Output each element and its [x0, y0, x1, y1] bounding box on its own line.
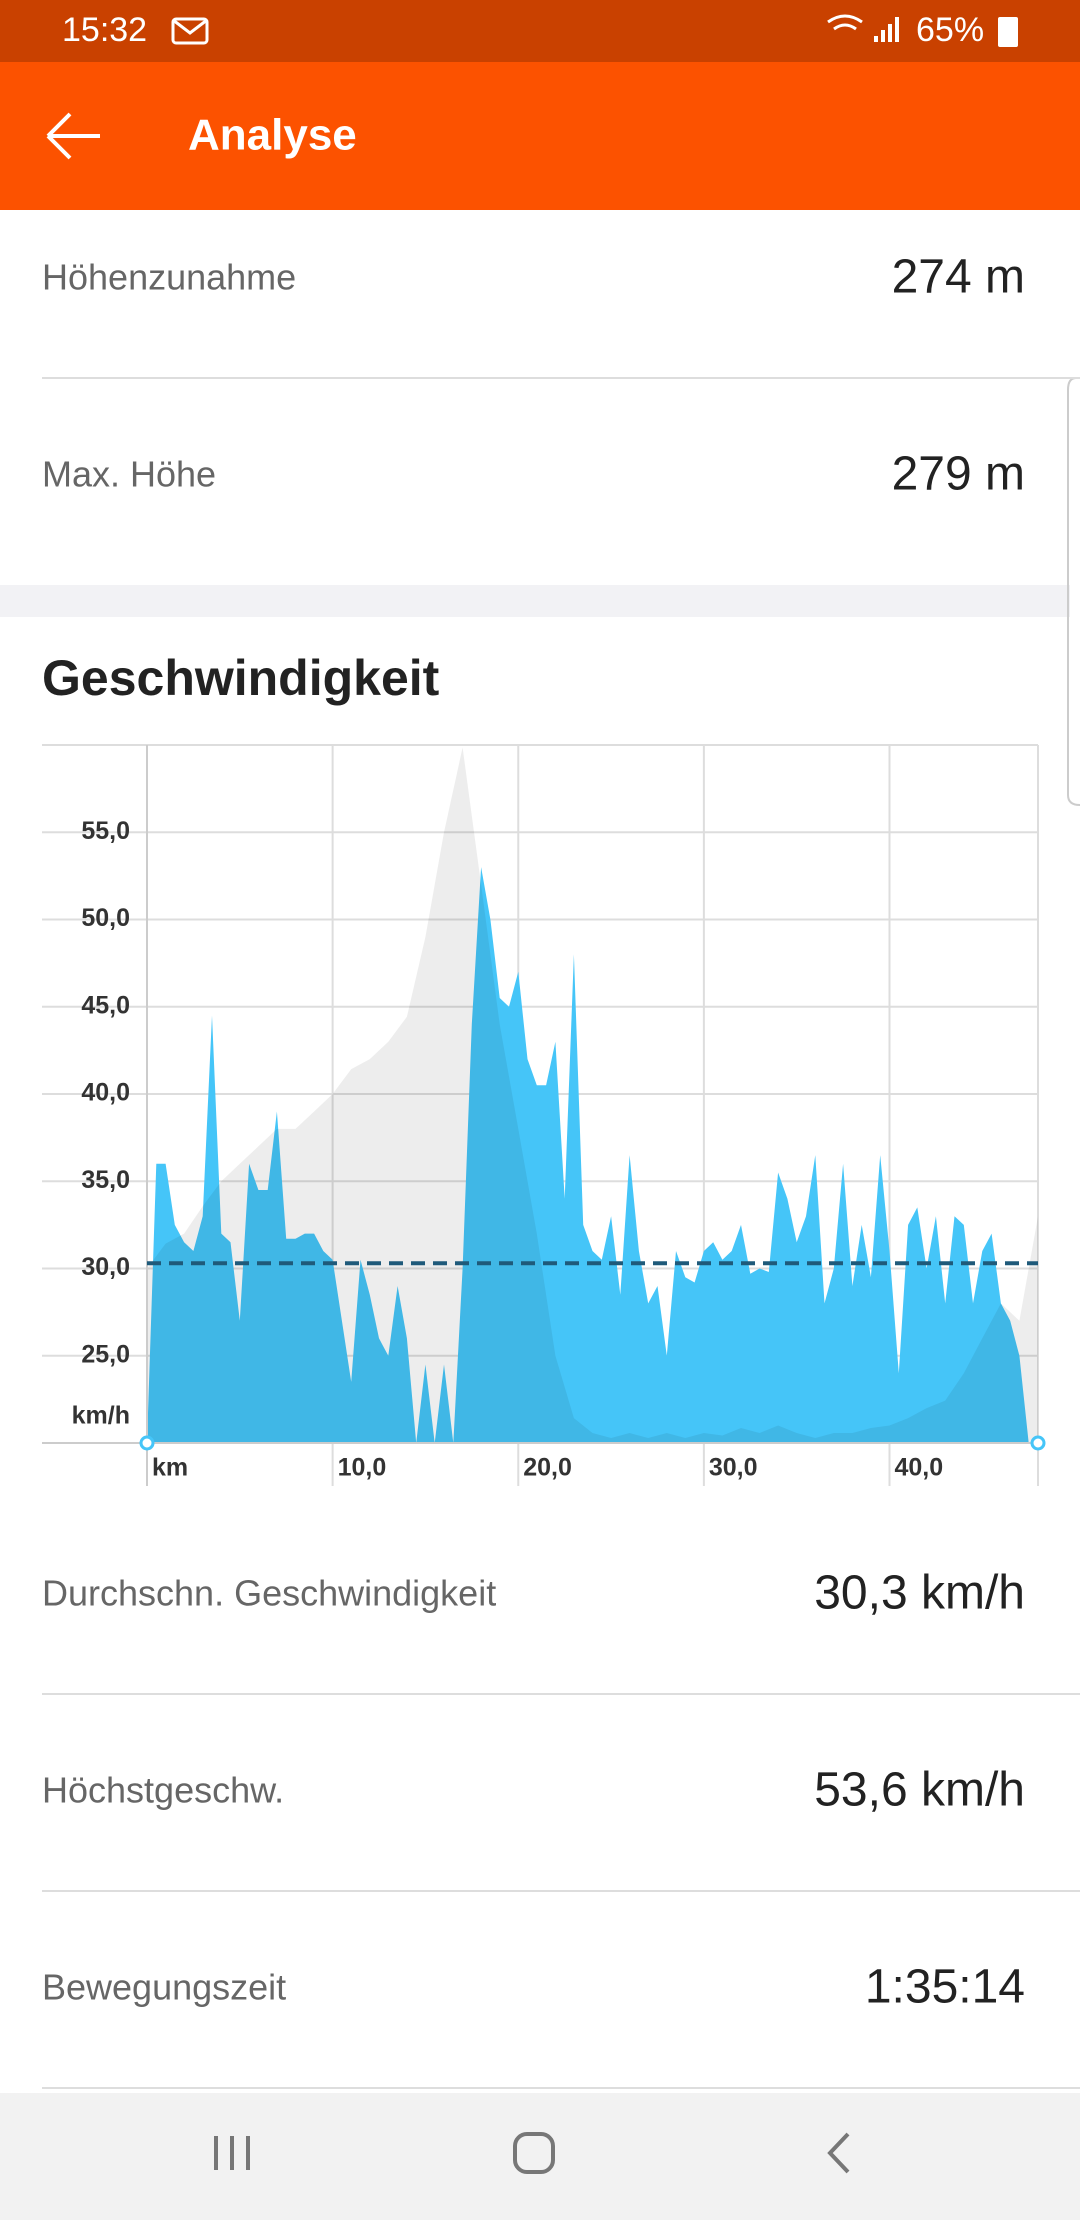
- back-button[interactable]: [46, 112, 100, 160]
- app-bar: [0, 62, 1080, 210]
- nav-back[interactable]: [827, 2132, 850, 2174]
- stat-value: 30,3 km/h: [814, 1567, 1025, 1620]
- nav-bar: [0, 2093, 1080, 2220]
- mail-icon-flap: [172, 18, 208, 35]
- y-tick-label: 30,0: [81, 1253, 130, 1281]
- y-tick-label: 50,0: [81, 904, 130, 932]
- y-tick-label: 55,0: [81, 817, 130, 845]
- x-tick-label: 30,0: [709, 1454, 758, 1482]
- battery-icon: [998, 17, 1018, 47]
- stat-value: 274 m: [892, 251, 1025, 304]
- range-handle: [139, 1435, 155, 1451]
- y-tick-label: 45,0: [81, 991, 130, 1019]
- status-time: 15:32: [62, 11, 147, 49]
- stat-label: Höchstgeschw.: [42, 1770, 284, 1811]
- nav-recents[interactable]: [214, 2136, 250, 2170]
- chart-title: Geschwindigkeit: [42, 650, 440, 706]
- signal-icon: [874, 17, 899, 42]
- battery-percent: 65%: [916, 11, 984, 49]
- y-axis-unit: km/h: [72, 1402, 130, 1430]
- status-bar: [0, 0, 1080, 62]
- stat-value: 279 m: [892, 448, 1025, 501]
- stat-label: Max. Höhe: [42, 454, 216, 495]
- x-axis-unit: km: [152, 1454, 188, 1482]
- stat-label: Durchschn. Geschwindigkeit: [42, 1573, 496, 1614]
- y-tick-label: 40,0: [81, 1079, 130, 1107]
- app-bar-title: Analyse: [188, 111, 357, 160]
- x-tick-label: 10,0: [338, 1454, 387, 1482]
- stat-label: Bewegungszeit: [42, 1967, 286, 2008]
- y-tick-label: 25,0: [81, 1340, 130, 1368]
- stat-label: Höhenzunahme: [42, 257, 296, 298]
- x-tick-label: 20,0: [523, 1454, 572, 1482]
- area: [147, 867, 1038, 1443]
- stat-value: 53,6 km/h: [814, 1764, 1025, 1817]
- area: [147, 747, 1038, 1443]
- nav-home[interactable]: [513, 2132, 555, 2174]
- wifi-icon: [827, 14, 863, 31]
- x-tick-label: 40,0: [895, 1454, 944, 1482]
- section-separator: [0, 585, 1070, 617]
- stat-value: 1:35:14: [865, 1961, 1025, 2014]
- range-handle: [1030, 1435, 1046, 1451]
- mail-icon: [171, 17, 209, 45]
- y-tick-label: 35,0: [81, 1166, 130, 1194]
